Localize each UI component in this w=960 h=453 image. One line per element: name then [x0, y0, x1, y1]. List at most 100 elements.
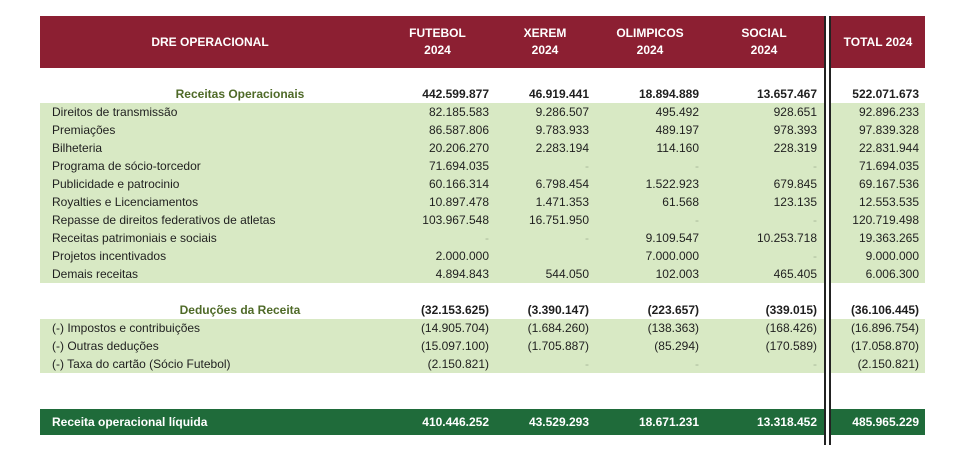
row-label: Bilheteria	[52, 141, 103, 155]
cell-value: 61.568	[662, 195, 699, 209]
row-label: (-) Taxa do cartão (Sócio Futebol)	[52, 357, 231, 371]
section-receitas: Receitas Operacionais 442.599.877 46.919.4…	[40, 85, 925, 103]
cell-value: 10.897.478	[428, 195, 489, 209]
cell-value: 10.253.718	[756, 231, 817, 245]
cell-value: (2.150.821)	[857, 357, 919, 371]
table-row: Bilheteria 20.206.270 2.283.194 114.160 228.…	[40, 139, 925, 157]
section-total-value: (339.015)	[765, 303, 817, 317]
cell-value: -	[813, 213, 817, 227]
net-revenue-value: 13.318.452	[756, 415, 817, 429]
header-title: DRE OPERACIONAL	[151, 34, 269, 49]
row-label: Demais receitas	[52, 267, 139, 281]
column-gap	[826, 16, 829, 445]
cell-value: 71.694.035	[858, 159, 919, 173]
cell-value: (170.589)	[765, 339, 817, 353]
cell-value: -	[585, 159, 589, 173]
section-deducoes: Deduções da Receita (32.153.625) (3.390.14…	[40, 301, 925, 319]
cell-value: -	[813, 249, 817, 263]
row-label: Royalties e Licenciamentos	[52, 195, 199, 209]
column-divider	[824, 16, 826, 445]
cell-value: 7.000.000	[645, 249, 699, 263]
cell-value: 102.003	[655, 267, 699, 281]
cell-value: (85.294)	[654, 339, 699, 353]
cell-value: 86.587.806	[428, 123, 489, 137]
table-body: Receitas Operacionais 442.599.877 46.919.4…	[40, 68, 925, 435]
cell-value: 6.798.454	[535, 177, 589, 191]
header-futebol: FUTEBOL 2024	[409, 26, 466, 57]
cell-value: -	[813, 357, 817, 371]
cell-value: 16.751.950	[528, 213, 589, 227]
cell-value: 120.719.498	[852, 213, 919, 227]
column-divider	[829, 16, 831, 445]
cell-value	[495, 247, 595, 265]
table-row: Publicidade e patrocinio 60.166.314 6.798.…	[40, 175, 925, 193]
row-label: Direitos de transmissão	[52, 105, 178, 119]
cell-value: 19.363.265	[858, 231, 919, 245]
cell-value: 123.135	[773, 195, 817, 209]
row-label: Programa de sócio-torcedor	[52, 159, 201, 173]
spacer-row	[40, 373, 925, 409]
cell-value: 489.197	[655, 123, 699, 137]
cell-value: (1.705.887)	[527, 339, 589, 353]
cell-value: -	[813, 159, 817, 173]
cell-value: (2.150.821)	[427, 357, 489, 371]
row-label: Projetos incentivados	[52, 249, 167, 263]
section-total-value: (3.390.147)	[527, 303, 589, 317]
cell-value: -	[695, 213, 699, 227]
cell-value: 9.109.547	[645, 231, 699, 245]
cell-value: -	[585, 357, 589, 371]
cell-value: 1.522.923	[645, 177, 699, 191]
header-social: SOCIAL 2024	[741, 26, 787, 57]
cell-value: (15.097.100)	[420, 339, 489, 353]
cell-value: (138.363)	[647, 321, 699, 335]
net-revenue-value: 18.671.231	[638, 415, 699, 429]
cell-value: 69.167.536	[858, 177, 919, 191]
cell-value: 228.319	[773, 141, 817, 155]
cell-value: 22.831.944	[858, 141, 919, 155]
cell-value: 1.471.353	[535, 195, 589, 209]
cell-value: 97.839.328	[858, 123, 919, 137]
section-total-value: 18.894.889	[638, 87, 699, 101]
cell-value: (168.426)	[765, 321, 817, 335]
section-total-value: 522.071.673	[852, 87, 919, 101]
section-total-value: (223.657)	[647, 303, 699, 317]
cell-value: (1.684.260)	[527, 321, 589, 335]
cell-value: 71.694.035	[428, 159, 489, 173]
cell-value: 465.405	[773, 267, 817, 281]
table-row: Projetos incentivados 2.000.000 7.000.000 -…	[40, 247, 925, 265]
section-title: Receitas Operacionais	[175, 87, 305, 101]
spacer-row	[40, 283, 925, 301]
cell-value: 928.651	[773, 105, 817, 119]
row-label: Premiações	[52, 123, 116, 137]
cell-value: 6.006.300	[865, 267, 919, 281]
table-row: (-) Outras deduções (15.097.100) (1.705.88…	[40, 337, 925, 355]
table-row: Repasse de direitos federativos de atlet…	[40, 211, 925, 229]
cell-value: (17.058.870)	[850, 339, 919, 353]
section-total-value: (36.106.445)	[850, 303, 919, 317]
net-revenue-row: Receita operacional líquida 410.446.252 43…	[40, 409, 925, 435]
spacer-row	[40, 68, 925, 85]
cell-value: 679.845	[773, 177, 817, 191]
cell-value: 9.286.507	[535, 105, 589, 119]
cell-value: 495.492	[655, 105, 699, 119]
cell-value: 103.967.548	[422, 213, 489, 227]
cell-value: 60.166.314	[428, 177, 489, 191]
net-revenue-value: 43.529.293	[528, 415, 589, 429]
table-row: Direitos de transmissão 82.185.583 9.286.5…	[40, 103, 925, 121]
cell-value: 114.160	[656, 141, 700, 155]
cell-value: 12.553.535	[858, 195, 919, 209]
cell-value: 82.185.583	[428, 105, 489, 119]
section-total-value: (32.153.625)	[420, 303, 489, 317]
table-row: (-) Impostos e contribuições (14.905.704)…	[40, 319, 925, 337]
cell-value: 20.206.270	[428, 141, 489, 155]
net-revenue-value: 485.965.229	[852, 415, 919, 429]
table-row: Royalties e Licenciamentos 10.897.478 1.47…	[40, 193, 925, 211]
cell-value: -	[695, 357, 699, 371]
cell-value: (14.905.704)	[420, 321, 489, 335]
cell-value: 2.000.000	[435, 249, 489, 263]
table-row: Demais receitas 4.894.843 544.050 102.003 46…	[40, 265, 925, 283]
dre-table: DRE OPERACIONAL FUTEBOL 2024 XEREM 2024 OL…	[40, 16, 925, 445]
cell-value: (16.896.754)	[850, 321, 919, 335]
cell-value: 2.283.194	[535, 141, 589, 155]
section-total-value: 46.919.441	[528, 87, 589, 101]
